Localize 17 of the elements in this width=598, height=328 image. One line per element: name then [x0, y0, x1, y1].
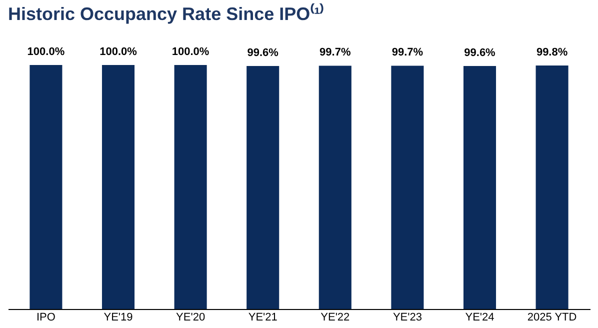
- x-tick-label: YE'19: [104, 312, 133, 324]
- x-tick-label: YE'22: [320, 312, 350, 324]
- data-label: 100.0%: [100, 46, 138, 58]
- x-tick-label: YE'20: [176, 312, 206, 324]
- data-label: 99.6%: [247, 46, 279, 59]
- x-tick-label: YE'21: [248, 312, 278, 324]
- x-tick-label: IPO: [36, 312, 56, 324]
- x-tick-label: YE'24: [465, 312, 494, 324]
- data-label: 99.7%: [392, 46, 424, 59]
- data-label: 100.0%: [27, 46, 65, 58]
- data-label: 99.6%: [464, 46, 496, 59]
- chart-title: Historic Occupancy Rate Since IPO⁽¹⁾: [8, 3, 324, 24]
- data-label: 99.8%: [536, 46, 568, 58]
- x-tick-label: YE'23: [392, 312, 422, 324]
- x-tick-label: 2025 YTD: [527, 312, 577, 324]
- data-label: 100.0%: [172, 46, 210, 58]
- data-label: 99.7%: [320, 46, 351, 59]
